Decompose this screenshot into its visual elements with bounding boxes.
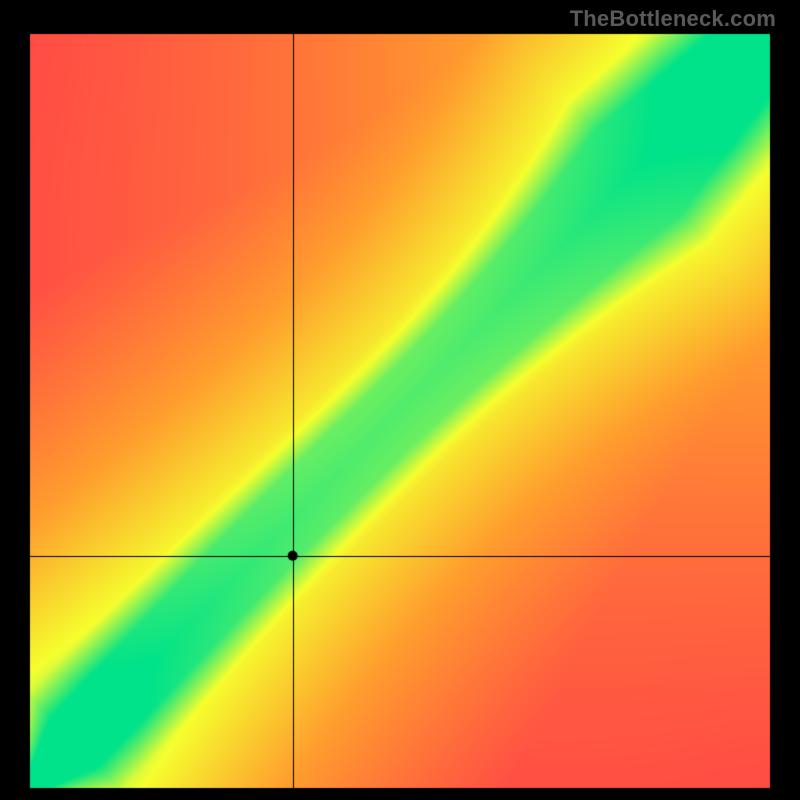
watermark-text: TheBottleneck.com — [570, 6, 776, 32]
bottleneck-heatmap — [0, 0, 800, 800]
chart-container: TheBottleneck.com — [0, 0, 800, 800]
